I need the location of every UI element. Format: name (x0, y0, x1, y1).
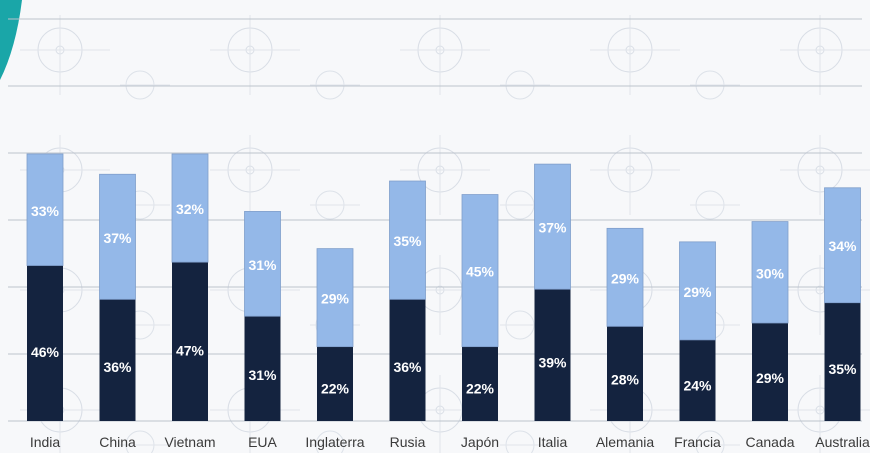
data-label-light: 29% (611, 270, 640, 286)
bar-segment-light (606, 227, 644, 327)
bar-segment-dark (172, 262, 208, 421)
bar-segment-dark (244, 316, 281, 421)
data-label-dark: 35% (828, 361, 857, 377)
data-label-dark: 36% (103, 359, 132, 375)
data-label-light: 34% (828, 238, 857, 254)
x-tick-label: EUA (248, 434, 277, 450)
data-label-light: 35% (393, 233, 422, 249)
bar-segment-dark (607, 326, 643, 421)
x-tick-label: Italia (538, 434, 568, 450)
bar-segment-light (389, 180, 426, 300)
x-tick-label: Inglaterra (305, 434, 364, 450)
bar-segment-dark (679, 339, 716, 421)
x-tick-label: Canada (745, 434, 794, 450)
bar-segment-light (679, 241, 716, 341)
x-tick-label: Australia (815, 434, 870, 450)
bar-segment-light (824, 187, 861, 304)
data-label-light: 45% (466, 264, 495, 280)
data-label-dark: 46% (31, 344, 60, 360)
data-label-dark: 22% (466, 381, 495, 397)
data-label-light: 37% (103, 230, 132, 246)
bar-segment-dark (317, 346, 353, 421)
data-label-dark: 24% (683, 377, 712, 393)
x-tick-label: Japón (461, 434, 499, 450)
accent-shape (0, 0, 22, 80)
data-label-light: 30% (756, 265, 785, 281)
bar-segment-light (751, 221, 789, 324)
bar-segment-light (461, 194, 499, 348)
bar-segment-dark (534, 289, 571, 421)
data-label-light: 29% (683, 284, 712, 300)
bar-segment-light (316, 248, 354, 348)
bar-segment-dark (389, 299, 426, 421)
data-label-light: 33% (31, 203, 60, 219)
data-label-dark: 39% (538, 355, 567, 371)
data-label-dark: 29% (756, 370, 785, 386)
bar-segment-light (171, 153, 209, 263)
bar-segment-dark (99, 299, 136, 421)
data-label-light: 32% (176, 201, 205, 217)
bar-segment-dark (752, 322, 788, 421)
bar-segment-dark (27, 265, 63, 421)
x-tick-label: China (99, 434, 136, 450)
data-label-light: 29% (321, 291, 350, 307)
data-label-dark: 22% (321, 381, 350, 397)
x-tick-label: Rusia (390, 434, 426, 450)
bar-segment-light (534, 163, 571, 290)
bar-segment-dark (462, 346, 498, 421)
data-label-dark: 47% (176, 343, 205, 359)
x-tick-label: Alemania (596, 434, 655, 450)
data-label-light: 31% (248, 257, 277, 273)
data-label-dark: 31% (248, 367, 277, 383)
data-label-dark: 28% (611, 371, 640, 387)
data-label-dark: 36% (393, 359, 422, 375)
x-tick-label: India (30, 434, 61, 450)
bar-segment-dark (824, 302, 861, 421)
bar-segment-light (244, 211, 281, 317)
x-tick-label: Francia (674, 434, 721, 450)
x-tick-label: Vietnam (164, 434, 215, 450)
data-label-light: 37% (538, 220, 567, 236)
bar-segment-light (99, 173, 136, 300)
bar-segment-light (26, 153, 64, 266)
